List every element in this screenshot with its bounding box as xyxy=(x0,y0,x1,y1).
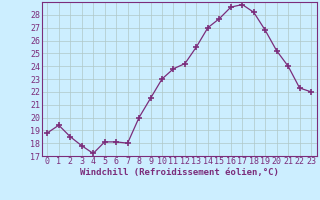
X-axis label: Windchill (Refroidissement éolien,°C): Windchill (Refroidissement éolien,°C) xyxy=(80,168,279,177)
